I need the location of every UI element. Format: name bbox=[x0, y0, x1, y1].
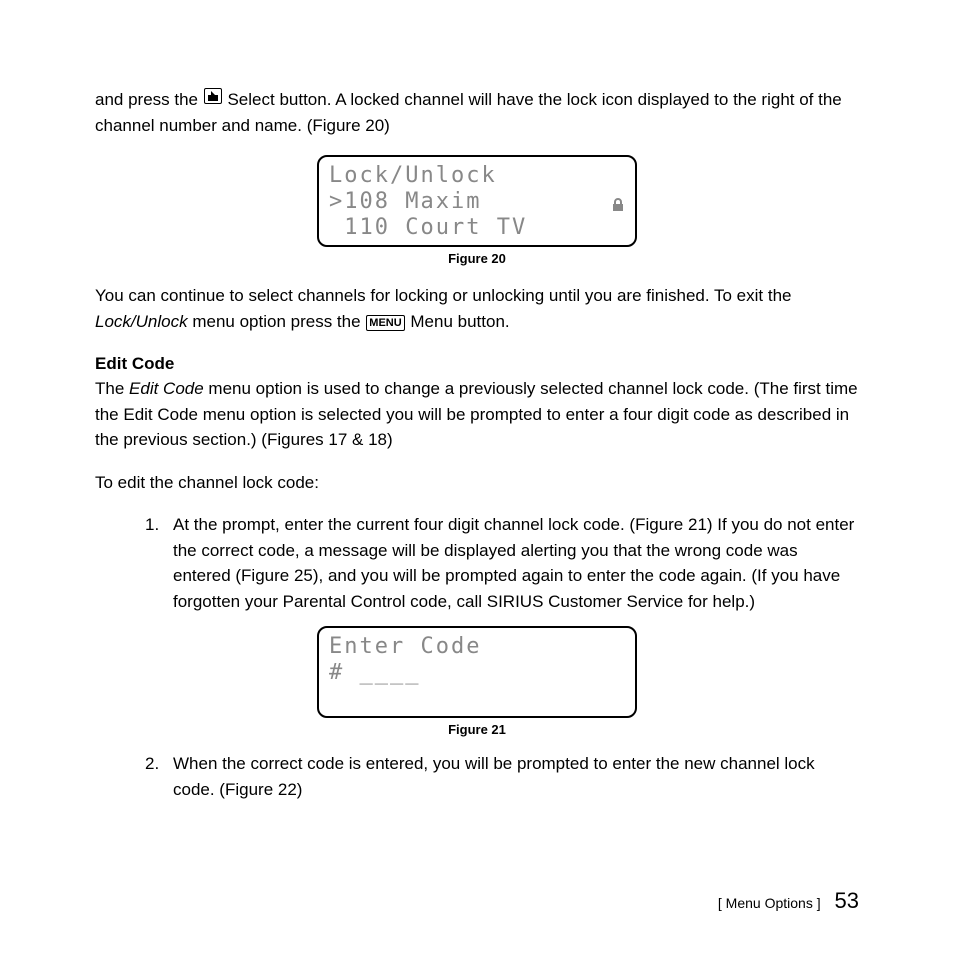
after-lcd1-paragraph: You can continue to select channels for … bbox=[95, 283, 859, 334]
intro-pre: and press the bbox=[95, 90, 203, 109]
ec-p1a: The bbox=[95, 379, 129, 398]
ordered-list-cont: 2. When the correct code is entered, you… bbox=[95, 751, 859, 802]
footer-section: [ Menu Options ] bbox=[718, 895, 821, 911]
lcd1-line2: >108 Maxim bbox=[329, 189, 625, 215]
lock-icon bbox=[611, 193, 625, 207]
list-item-2: 2. When the correct code is entered, you… bbox=[145, 751, 859, 802]
after1-part3: Menu button. bbox=[406, 312, 510, 331]
li1-body: At the prompt, enter the current four di… bbox=[173, 512, 859, 614]
page-footer: [ Menu Options ] 53 bbox=[718, 888, 859, 914]
editcode-paragraph-1: The Edit Code menu option is used to cha… bbox=[95, 376, 859, 453]
edit-code-italic: Edit Code bbox=[129, 379, 204, 398]
menu-button-icon: MENU bbox=[366, 315, 404, 331]
ordered-list: 1. At the prompt, enter the current four… bbox=[95, 512, 859, 614]
li2-number: 2. bbox=[145, 751, 173, 802]
footer-page-number: 53 bbox=[835, 888, 859, 913]
select-button-icon bbox=[204, 88, 222, 104]
edit-code-heading: Edit Code bbox=[95, 354, 859, 374]
lcd1-line1: Lock/Unlock bbox=[329, 163, 625, 189]
editcode-paragraph-2: To edit the channel lock code: bbox=[95, 470, 859, 496]
lock-unlock-italic: Lock/Unlock bbox=[95, 312, 188, 331]
lcd1-line3: 110 Court TV bbox=[329, 215, 625, 241]
list-item-1: 1. At the prompt, enter the current four… bbox=[145, 512, 859, 614]
lcd2-line2: # ____ bbox=[329, 660, 625, 686]
ec-p1b: menu option is used to change a previous… bbox=[95, 379, 858, 449]
lcd-figure-20: Lock/Unlock >108 Maxim 110 Court TV bbox=[317, 155, 637, 247]
intro-paragraph: and press the Select button. A locked ch… bbox=[95, 87, 859, 138]
lcd2-line1: Enter Code bbox=[329, 634, 625, 660]
after1-part1: You can continue to select channels for … bbox=[95, 286, 792, 305]
after1-part2: menu option press the bbox=[188, 312, 366, 331]
manual-page: and press the Select button. A locked ch… bbox=[0, 0, 954, 954]
lcd-figure-21: Enter Code # ____ bbox=[317, 626, 637, 718]
li1-number: 1. bbox=[145, 512, 173, 614]
figure-20-caption: Figure 20 bbox=[95, 251, 859, 266]
figure-21-caption: Figure 21 bbox=[95, 722, 859, 737]
li2-body: When the correct code is entered, you wi… bbox=[173, 751, 859, 802]
